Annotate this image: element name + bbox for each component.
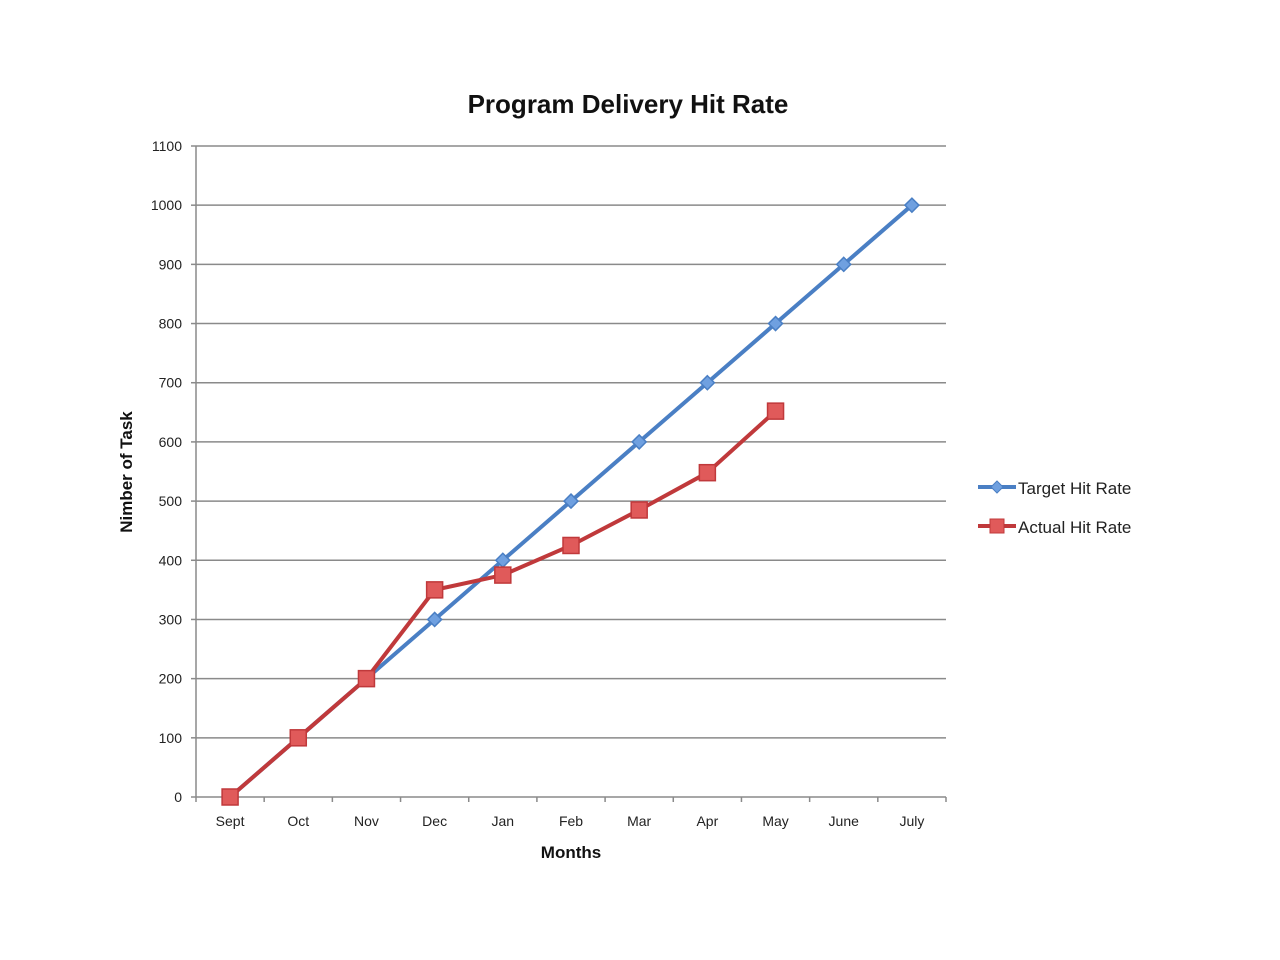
data-point-actual <box>766 402 785 420</box>
y-tick-label: 1000 <box>151 197 182 213</box>
y-tick-label: 700 <box>159 375 183 391</box>
legend-marker-diamond <box>990 480 1004 494</box>
x-tick-label: Sept <box>216 813 245 829</box>
x-tick-label: Nov <box>354 813 379 829</box>
y-tick-label: 100 <box>159 730 183 746</box>
y-tick-label: 200 <box>159 671 183 687</box>
x-tick-label: June <box>829 813 860 829</box>
y-tick-label: 400 <box>159 552 183 568</box>
x-tick-label: Oct <box>287 813 309 829</box>
x-tick-label: Mar <box>627 813 651 829</box>
x-tick-label: Feb <box>559 813 583 829</box>
data-point-actual <box>221 788 239 806</box>
y-tick-label: 300 <box>159 611 183 627</box>
y-tick-label: 800 <box>159 316 183 332</box>
data-point-actual <box>357 669 376 688</box>
x-tick-label: Dec <box>422 813 447 829</box>
y-tick-label: 900 <box>159 256 183 272</box>
data-point-actual <box>630 501 648 519</box>
x-tick-label: July <box>899 813 924 829</box>
data-point-target <box>767 315 784 332</box>
data-point-target <box>835 256 852 273</box>
x-axis-label: Months <box>541 843 601 862</box>
y-tick-label: 500 <box>159 493 183 509</box>
y-tick-label: 600 <box>159 434 183 450</box>
data-point-actual <box>289 729 308 747</box>
legend-marker-square <box>989 518 1005 534</box>
chart-title: Program Delivery Hit Rate <box>468 89 789 119</box>
y-axis-label: Nimber of Task <box>117 411 136 533</box>
x-tick-label: Apr <box>696 813 718 829</box>
series-line-actual-hit-rate <box>228 409 777 799</box>
x-tick-label: Jan <box>492 813 515 829</box>
data-point-target <box>631 433 648 450</box>
data-point-actual <box>494 566 512 584</box>
data-point-target <box>426 611 443 628</box>
x-tick-label: May <box>762 813 788 829</box>
data-point-actual <box>425 581 444 599</box>
data-point-actual <box>698 463 717 482</box>
legend-label: Target Hit Rate <box>1018 479 1131 498</box>
y-tick-label: 0 <box>174 789 182 805</box>
data-point-target <box>562 493 580 510</box>
data-point-actual <box>562 536 580 555</box>
y-tick-label: 1100 <box>152 138 182 154</box>
data-point-target <box>699 374 716 391</box>
data-point-target <box>903 197 920 214</box>
legend-label: Actual Hit Rate <box>1018 518 1131 537</box>
